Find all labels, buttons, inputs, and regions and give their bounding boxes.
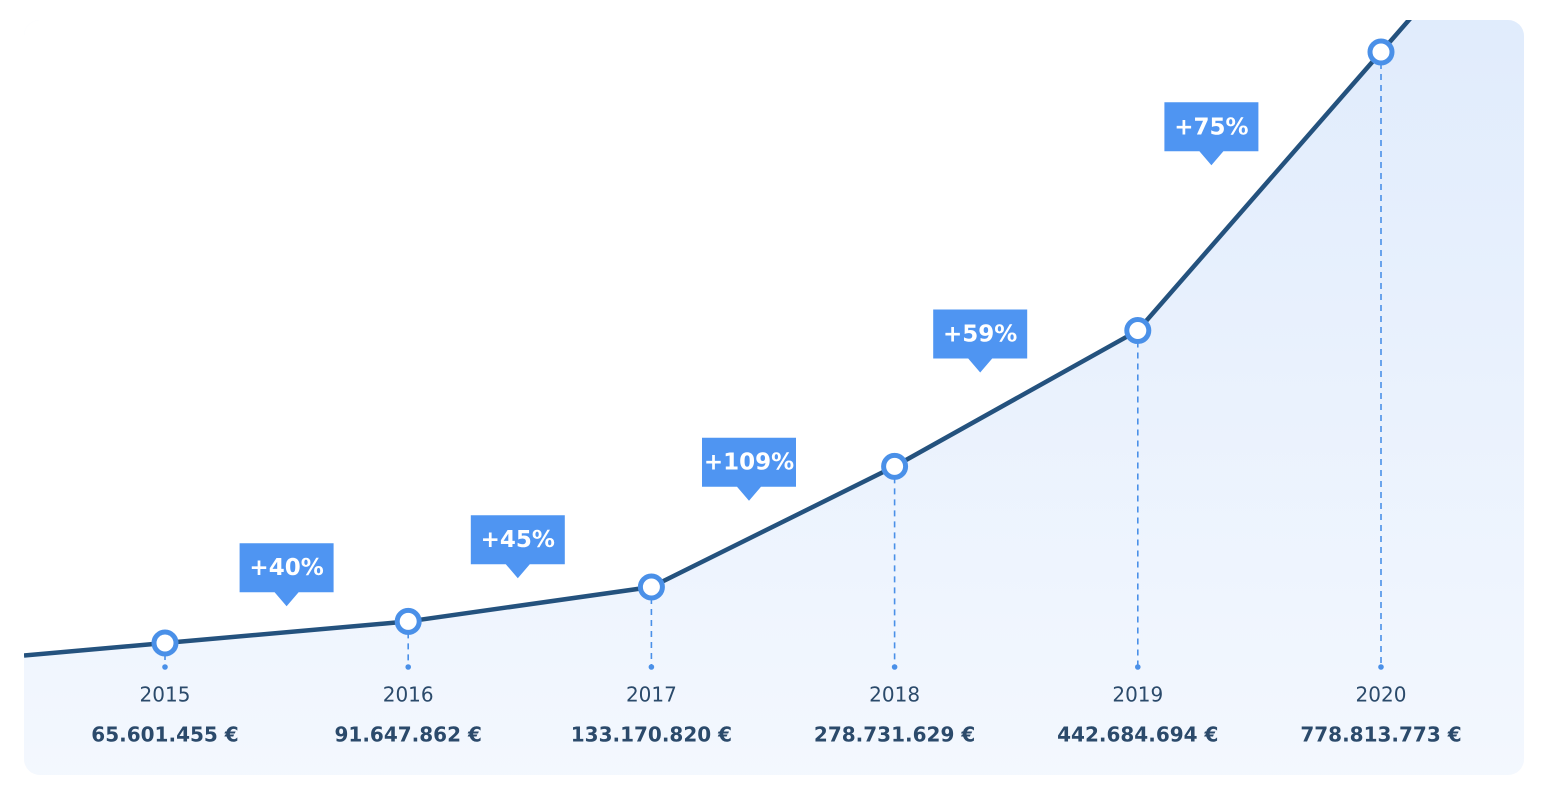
callout-box [1164,102,1259,166]
value-label: 133.170.820 € [571,723,732,747]
area [24,20,1524,775]
callout-box [470,515,565,579]
growth-callout: +59% [933,309,1028,373]
x-tick-label: 2015 [140,683,191,707]
growth-label: +109% [704,450,794,476]
point [1124,317,1152,345]
point [881,452,909,480]
growth-label: +75% [1174,114,1248,140]
drop-dot [162,664,168,670]
x-tick-label: 2018 [869,683,920,707]
plot [24,20,1524,775]
point [1367,38,1395,66]
value-label: 91.647.862 € [334,723,481,747]
x-tick-label: 2020 [1356,683,1407,707]
drop-dot [405,664,412,670]
value-label: 278.731.629 € [814,723,975,747]
drop-dot [891,664,898,670]
growth-callout: +40% [239,543,334,607]
drop-dot [1378,664,1384,670]
growth-callout: +75% [1164,102,1259,166]
value-label: 442.684.694 € [1057,723,1218,747]
value-label: 65.601.455 € [91,723,238,747]
callout-box [702,437,796,501]
point [394,607,422,635]
x-tick-label: 2017 [626,683,677,707]
point [151,629,179,657]
callout-box [239,543,334,607]
line [164,50,1383,646]
x-tick-label: 2016 [383,683,434,707]
line-extension [24,20,1524,658]
point [637,573,665,601]
growth-callout: +45% [470,515,565,579]
value-label: 778.813.773 € [1300,723,1461,747]
drop-dot [1135,664,1141,670]
growth-label: +45% [481,527,555,553]
x-tick-label: 2019 [1112,683,1163,707]
growth-callout: +109% [702,437,796,501]
callout-box [933,309,1028,373]
growth-label: +59% [943,321,1017,347]
drop-dot [648,664,655,670]
growth-label: +40% [249,555,323,581]
